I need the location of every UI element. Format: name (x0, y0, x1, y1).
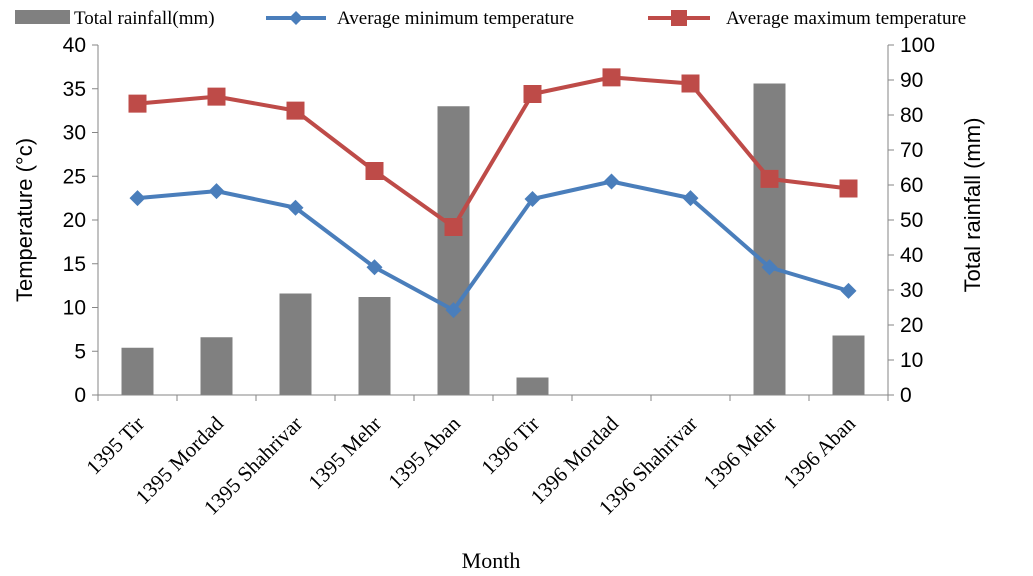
max-temp-point (760, 169, 779, 188)
legend-swatch-rainfall (15, 10, 70, 24)
x-tick-label: 1395 Tir (81, 412, 149, 480)
y-tick-label-left: 5 (74, 340, 86, 363)
max-temp-line (137, 75, 849, 229)
min-temp-point (208, 183, 225, 200)
y-tick-label-left: 40 (63, 34, 86, 57)
min-temp-point (761, 259, 778, 276)
rainfall-bar (358, 297, 391, 395)
max-temp-point (839, 179, 858, 198)
y-tick-label-right: 20 (900, 314, 923, 337)
y-tick-label-left: 30 (63, 122, 86, 145)
x-tick-label: 1395 Aban (383, 411, 465, 493)
rainfall-bar (121, 347, 154, 395)
min-temp-point (840, 282, 857, 299)
max-temp-point (365, 162, 384, 180)
legend-label-rainfall: Total rainfall(mm) (74, 8, 215, 29)
max-temp-point (681, 74, 700, 93)
y-tick-label-left: 25 (63, 165, 86, 188)
y-tick-label-right: 100 (900, 34, 935, 57)
y-tick-label-right: 40 (900, 244, 923, 267)
y-tick-label-left: 35 (63, 78, 86, 101)
min-temp-point (524, 191, 541, 207)
x-axis-title: Month (462, 548, 521, 573)
y-tick-label-left: 20 (63, 209, 86, 232)
y-tick-label-left: 15 (63, 253, 86, 276)
rainfall-bars (121, 83, 865, 395)
y-tick-label-right: 80 (900, 104, 923, 127)
min-temp-point (682, 190, 699, 207)
rainfall-bar (753, 83, 786, 395)
x-tick-label: 1395 Mehr (303, 412, 386, 495)
rainfall-bar (279, 293, 312, 395)
min-temp-line (137, 179, 850, 313)
max-temp-point (444, 218, 463, 236)
min-temp-point (445, 302, 462, 319)
y-tick-label-right: 10 (900, 349, 923, 372)
y-tick-label-right: 50 (900, 209, 923, 232)
max-temp-point (207, 87, 226, 106)
rainfall-bar (832, 335, 865, 395)
min-temp-point (287, 199, 304, 216)
x-tick-label: 1396 Tir (476, 412, 544, 480)
legend-label-min-temp: Average minimum temperature (337, 8, 574, 29)
y-tick-label-right: 60 (900, 174, 923, 197)
min-temp-point (603, 173, 620, 190)
legend-label-max-temp: Average maximum temperature (726, 8, 966, 29)
min-temp-point (366, 259, 383, 276)
y-tick-label-left: 10 (63, 297, 86, 320)
rainfall-bar (516, 377, 549, 395)
max-temp-point (523, 85, 542, 103)
max-temp-point (286, 101, 305, 120)
y-tick-label-left: 0 (74, 384, 86, 407)
y-tick-label-right: 70 (900, 139, 923, 162)
y-tick-label-right: 30 (900, 279, 923, 302)
y-axis-title-right: Total rainfall (mm) (960, 118, 985, 293)
y-tick-label-right: 0 (900, 384, 912, 407)
y-tick-label-right: 90 (900, 69, 923, 92)
max-temp-point (602, 68, 621, 87)
max-temp-point (128, 94, 147, 113)
legend-marker-min-temp (289, 11, 303, 25)
x-tick-label: 1396 Aban (778, 411, 860, 493)
rainfall-bar (437, 106, 470, 395)
temperature-lines (128, 68, 858, 319)
rainfall-bar (200, 337, 233, 395)
legend: Total rainfall(mm) Average minimum tempe… (15, 8, 966, 29)
y-axis-title-left: Temperature (°c) (12, 138, 37, 302)
legend-marker-max-temp (671, 10, 687, 26)
x-tick-label: 1396 Mehr (698, 412, 781, 495)
min-temp-point (129, 190, 146, 207)
